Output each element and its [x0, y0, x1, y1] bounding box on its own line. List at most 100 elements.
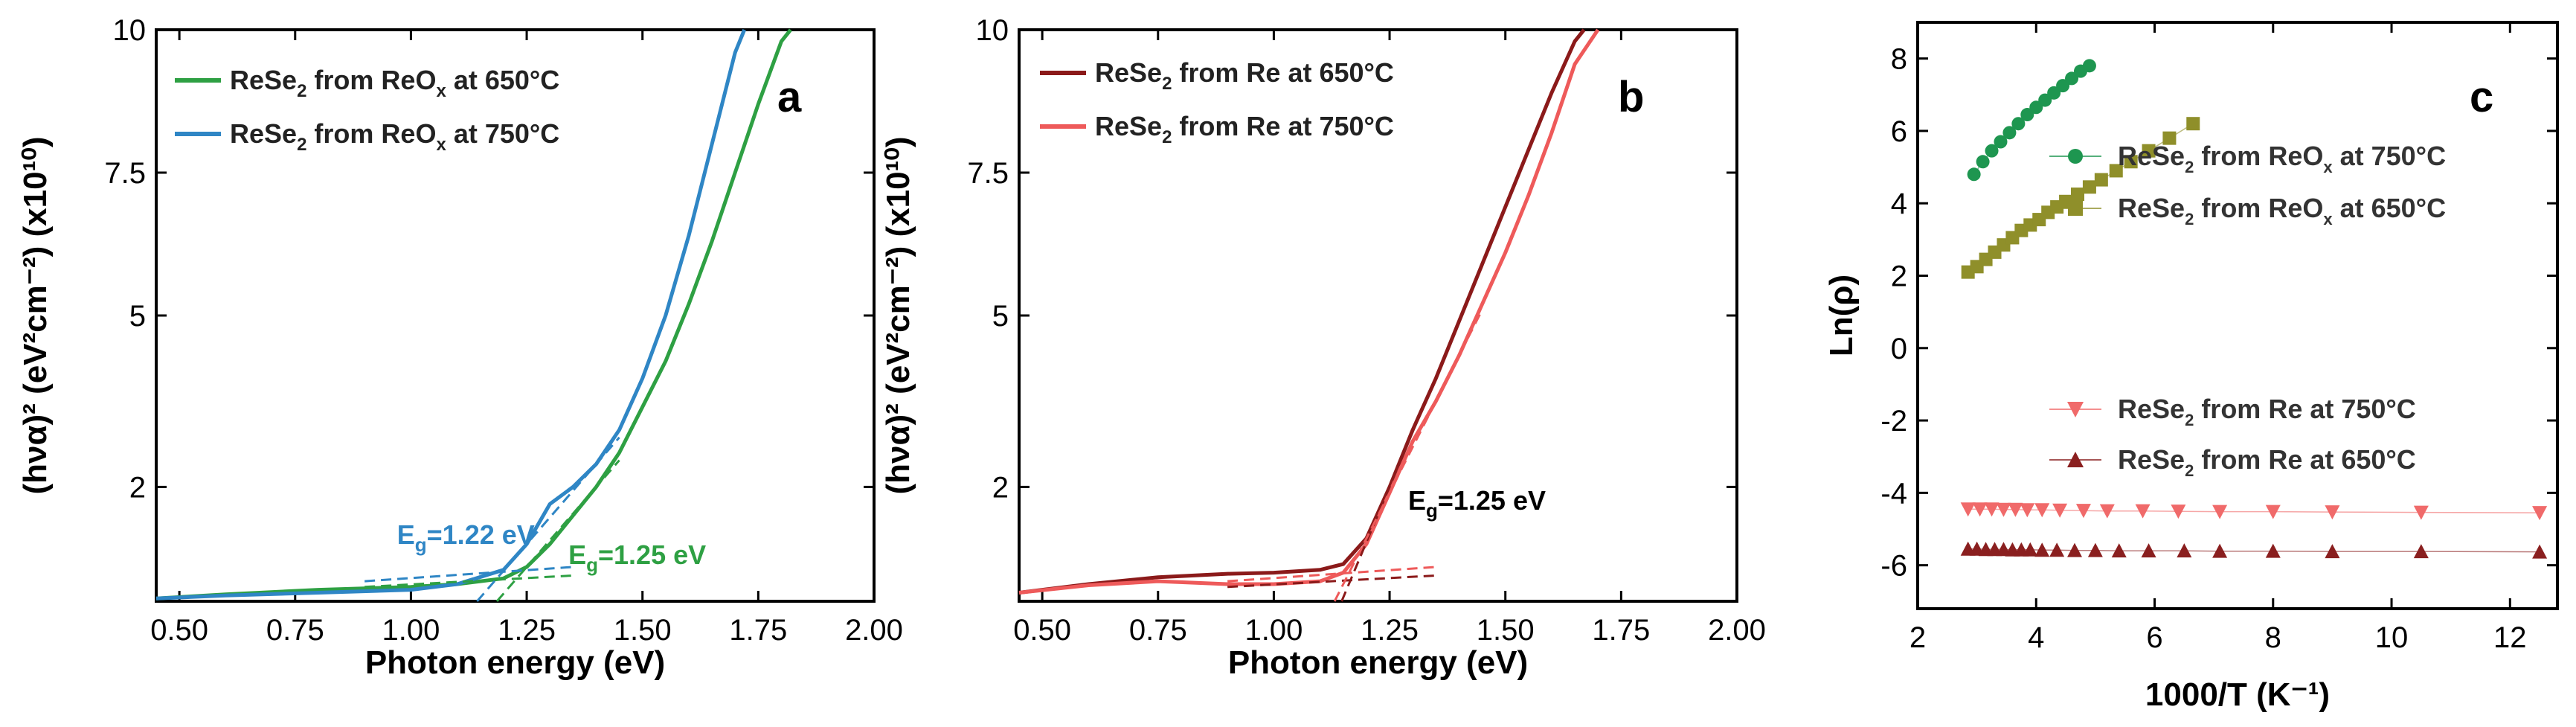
- series-line: [1968, 508, 2540, 513]
- legend-label: ReSe2 from Re at 650°C: [2118, 444, 2416, 480]
- y-tick-label: 5: [992, 300, 1009, 333]
- legend-tail: at 650°C: [446, 65, 559, 95]
- legend-rest: from ReO: [2194, 193, 2323, 223]
- legend-sub: 2: [1162, 127, 1172, 147]
- legend-label: ReSe2 from ReOx at 750°C: [230, 118, 559, 155]
- data-point: [2171, 505, 2186, 519]
- legend-tail: at 650°C: [2333, 193, 2446, 223]
- data-point: [2034, 542, 2050, 557]
- data-point: [1960, 502, 1976, 517]
- bandgap-annotation: Eg=1.22 eV: [397, 519, 535, 556]
- data-point: [1994, 135, 2008, 149]
- data-point: [2109, 164, 2123, 178]
- data-point: [2067, 542, 2083, 557]
- data-point: [2094, 173, 2108, 187]
- data-point: [1996, 502, 2011, 517]
- data-point: [1984, 502, 2000, 517]
- y-tick-label: -4: [1880, 477, 1907, 510]
- x-tick-label: 1.25: [1361, 614, 1419, 647]
- data-point: [2186, 117, 2200, 131]
- legend-sub: 2: [2185, 461, 2194, 480]
- annotation-main: E: [397, 519, 415, 550]
- y-axis-label: Ln(ρ): [1823, 275, 1860, 356]
- legend-sub: 2: [2185, 158, 2194, 176]
- data-point: [2020, 108, 2034, 122]
- x-tick-label: 0.75: [266, 614, 324, 647]
- data-point: [2087, 542, 2103, 557]
- tangent-dash: [1340, 265, 1483, 602]
- data-point: [2075, 504, 2091, 519]
- y-tick-label: 2: [992, 471, 1009, 504]
- data-point: [2047, 86, 2061, 100]
- data-point: [2008, 502, 2023, 517]
- data-point: [2038, 93, 2052, 107]
- legend-label: ReSe2 from ReOx at 750°C: [2118, 141, 2446, 176]
- x-tick-label: 1.00: [1244, 614, 1303, 647]
- x-tick-label: 0.50: [1013, 614, 1071, 647]
- data-point: [2177, 543, 2192, 558]
- data-point: [2023, 542, 2038, 557]
- legend-main: ReSe: [2118, 141, 2185, 171]
- baseline-dash: [364, 566, 574, 583]
- annotation-sub: g: [415, 534, 427, 556]
- annotation-main: E: [1408, 485, 1426, 516]
- annotation-main: E: [568, 539, 586, 570]
- panel-letter: a: [777, 73, 802, 121]
- x-tick-label: 6: [2146, 621, 2162, 654]
- y-tick-label: 4: [1891, 188, 1907, 220]
- data-point: [2052, 503, 2068, 518]
- series-line: [1018, 28, 1600, 595]
- data-point: [2065, 71, 2079, 86]
- plot-frame: [1916, 21, 2559, 610]
- data-point: [2325, 544, 2340, 559]
- x-tick-label: 1.75: [1592, 614, 1650, 647]
- y-axis-label: (hνα)² (eV²cm⁻²) (x10¹⁰): [17, 136, 54, 494]
- legend-tail: at 750°C: [2333, 141, 2446, 171]
- data-point: [2141, 543, 2156, 558]
- x-tick-label: 1.75: [729, 614, 787, 647]
- annotation-rest: =1.25 eV: [1438, 485, 1546, 516]
- data-point: [1985, 144, 1999, 158]
- y-tick-label: 6: [1891, 115, 1907, 148]
- x-axis-label: 1000/T (K⁻¹): [2145, 676, 2330, 713]
- data-point: [2020, 503, 2035, 518]
- data-point: [2212, 543, 2228, 558]
- legend-main: ReSe: [1095, 57, 1162, 88]
- legend-main: ReSe: [230, 118, 297, 149]
- data-point: [1972, 502, 1988, 517]
- data-point: [2071, 188, 2084, 202]
- legend-main: ReSe: [230, 65, 297, 95]
- legend-rest: from Re at 650°C: [1172, 57, 1394, 88]
- y-tick-label: -2: [1880, 405, 1907, 438]
- x-tick-label: 1.50: [614, 614, 672, 647]
- legend-rest: from Re at 750°C: [2194, 394, 2416, 424]
- data-point: [2099, 504, 2115, 519]
- y-tick-label: 7.5: [967, 157, 1009, 190]
- legend-marker: [2068, 201, 2083, 216]
- legend-main: ReSe: [2118, 193, 2185, 223]
- y-tick-label: 0: [1891, 333, 1907, 365]
- legend-rest: from Re at 650°C: [2194, 444, 2416, 475]
- legend-sub: 2: [2185, 411, 2194, 429]
- legend-sub: 2: [297, 135, 306, 155]
- bandgap-annotation: Eg=1.25 eV: [568, 539, 706, 576]
- legend-marker: [2067, 402, 2084, 417]
- x-tick-label: 8: [2265, 621, 2281, 654]
- legend-marker: [2067, 452, 2084, 467]
- chart-panel-b: 0.50 0.75 1.00 1.25 1.50 1.75 2.00 2 5 7.5 10 Photo…: [880, 14, 1766, 681]
- y-tick-label: 2: [129, 471, 146, 504]
- x-tick-label: 10: [2375, 621, 2409, 654]
- series-line: [155, 29, 747, 601]
- legend-sub: 2: [2185, 210, 2194, 228]
- legend-rest: from ReO: [306, 65, 436, 95]
- legend-sub: 2: [1162, 74, 1172, 94]
- tangent-dash: [495, 459, 620, 602]
- annotation-rest: =1.25 eV: [598, 539, 706, 570]
- legend-main: ReSe: [2118, 444, 2185, 475]
- legend-sub: x: [436, 135, 446, 155]
- bandgap-annotation: Eg=1.25 eV: [1408, 485, 1546, 522]
- y-tick-label: 2: [1891, 260, 1907, 292]
- data-point: [2135, 504, 2151, 519]
